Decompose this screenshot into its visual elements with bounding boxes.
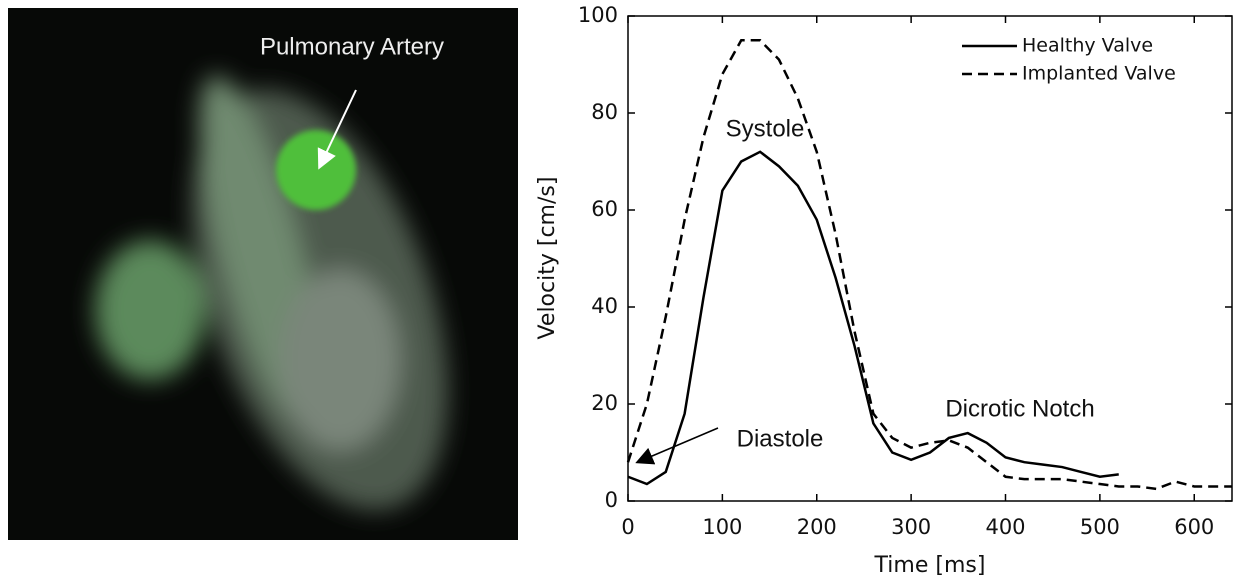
legend-label: Implanted Valve [1022, 63, 1176, 85]
y-axis-label: Velocity [cm/s] [535, 177, 560, 340]
x-tick-label: 600 [1174, 515, 1214, 539]
y-tick-label: 20 [591, 391, 618, 415]
x-tick-label: 200 [797, 515, 837, 539]
x-tick-label: 300 [891, 515, 931, 539]
x-tick-label: 500 [1080, 515, 1120, 539]
y-tick-label: 40 [591, 294, 618, 318]
legend-label: Healthy Valve [1022, 35, 1153, 57]
x-axis-label: Time [ms] [874, 553, 986, 578]
image-label: Pulmonary Artery [260, 33, 444, 60]
x-tick-label: 0 [621, 515, 634, 539]
mri-image: Pulmonary Artery [8, 8, 518, 540]
y-tick-label: 60 [591, 197, 618, 221]
data-line [626, 39, 1232, 491]
x-tick-label: 400 [985, 515, 1025, 539]
y-tick-label: 100 [578, 3, 618, 27]
y-tick-label: 0 [605, 488, 618, 512]
annotation-arrow [635, 427, 719, 465]
annotation: Dicrotic Notch [945, 395, 1094, 422]
data-line [627, 150, 1119, 486]
y-tick-label: 80 [591, 100, 618, 124]
x-tick-label: 100 [702, 515, 742, 539]
annotation: Systole [726, 115, 805, 142]
plot-frame [627, 15, 1233, 502]
annotation: Diastole [737, 425, 824, 452]
